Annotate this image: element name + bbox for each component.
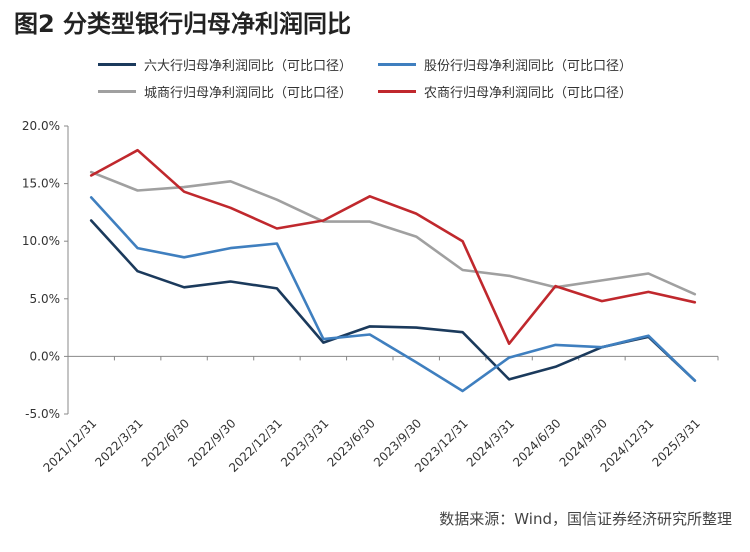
legend-item-big-six: 六大行归母净利润同比（可比口径） bbox=[98, 55, 352, 74]
legend: 六大行归母净利润同比（可比口径） 股份行归母净利润同比（可比口径） 城商行归母净… bbox=[0, 0, 750, 110]
legend-label: 农商行归母净利润同比（可比口径） bbox=[424, 86, 633, 101]
legend-item-rural-commercial: 农商行归母净利润同比（可比口径） bbox=[378, 82, 632, 101]
x-tick-label: 2022/6/30 bbox=[139, 416, 192, 469]
series-line-2 bbox=[89, 170, 697, 296]
legend-label: 城商行归母净利润同比（可比口径） bbox=[144, 86, 353, 101]
x-tick-label: 2022/3/31 bbox=[92, 416, 145, 469]
line-chart: -5.0%0.0%5.0%10.0%15.0%20.0%2021/12/3120… bbox=[22, 119, 719, 475]
legend-label: 六大行归母净利润同比（可比口径） bbox=[144, 59, 353, 74]
y-tick-label: 0.0% bbox=[30, 349, 61, 363]
y-tick-label: -5.0% bbox=[25, 407, 60, 421]
legend-swatch bbox=[378, 63, 416, 66]
y-tick-label: 15.0% bbox=[22, 177, 60, 191]
x-tick-label: 2024/3/31 bbox=[464, 416, 517, 469]
x-tick-label: 2023/6/30 bbox=[324, 416, 377, 469]
y-tick-label: 5.0% bbox=[30, 292, 61, 306]
chart-title: 图2 分类型银行归母净利润同比 bbox=[14, 10, 352, 38]
series-line-3 bbox=[89, 148, 697, 346]
series-line-0 bbox=[89, 219, 697, 382]
y-tick-label: 10.0% bbox=[22, 234, 60, 248]
x-tick-label: 2024/6/30 bbox=[510, 416, 563, 469]
y-tick-label: 20.0% bbox=[22, 119, 60, 133]
legend-item-city-commercial: 城商行归母净利润同比（可比口径） bbox=[98, 82, 352, 101]
legend-swatch bbox=[98, 90, 136, 93]
legend-item-joint-stock: 股份行归母净利润同比（可比口径） bbox=[378, 55, 632, 74]
x-tick-label: 2021/12/31 bbox=[41, 416, 100, 475]
x-tick-label: 2025/3/31 bbox=[649, 416, 702, 469]
legend-swatch bbox=[98, 63, 136, 66]
legend-swatch bbox=[378, 90, 416, 93]
source-note: 数据来源：Wind，国信证券经济研究所整理 bbox=[439, 510, 732, 528]
x-tick-label: 2023/3/31 bbox=[278, 416, 331, 469]
legend-label: 股份行归母净利润同比（可比口径） bbox=[424, 59, 633, 74]
series-line-1 bbox=[89, 196, 697, 393]
